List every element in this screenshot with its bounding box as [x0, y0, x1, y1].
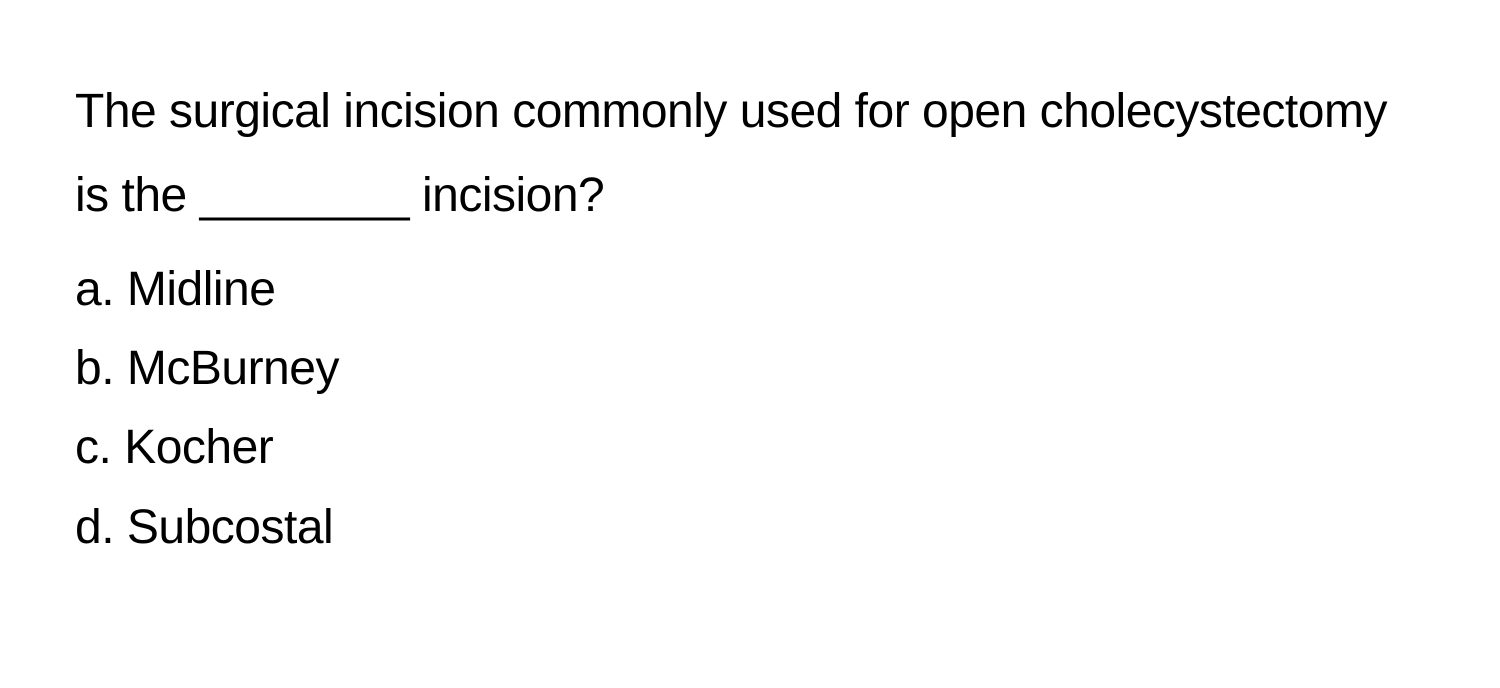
option-letter: b. — [75, 342, 114, 395]
question-text: The surgical incision commonly used for … — [75, 70, 1425, 238]
option-letter: d. — [75, 501, 114, 554]
option-d: d. Subcostal — [75, 488, 1425, 567]
option-letter: a. — [75, 263, 114, 316]
option-c: c. Kocher — [75, 408, 1425, 487]
option-b: b. McBurney — [75, 329, 1425, 408]
option-text: McBurney — [127, 342, 339, 395]
options-list: a. Midline b. McBurney c. Kocher d. Subc… — [75, 250, 1425, 567]
option-text: Subcostal — [127, 501, 333, 554]
option-text: Kocher — [124, 421, 273, 474]
option-letter: c. — [75, 421, 111, 474]
option-a: a. Midline — [75, 250, 1425, 329]
option-text: Midline — [127, 263, 276, 316]
